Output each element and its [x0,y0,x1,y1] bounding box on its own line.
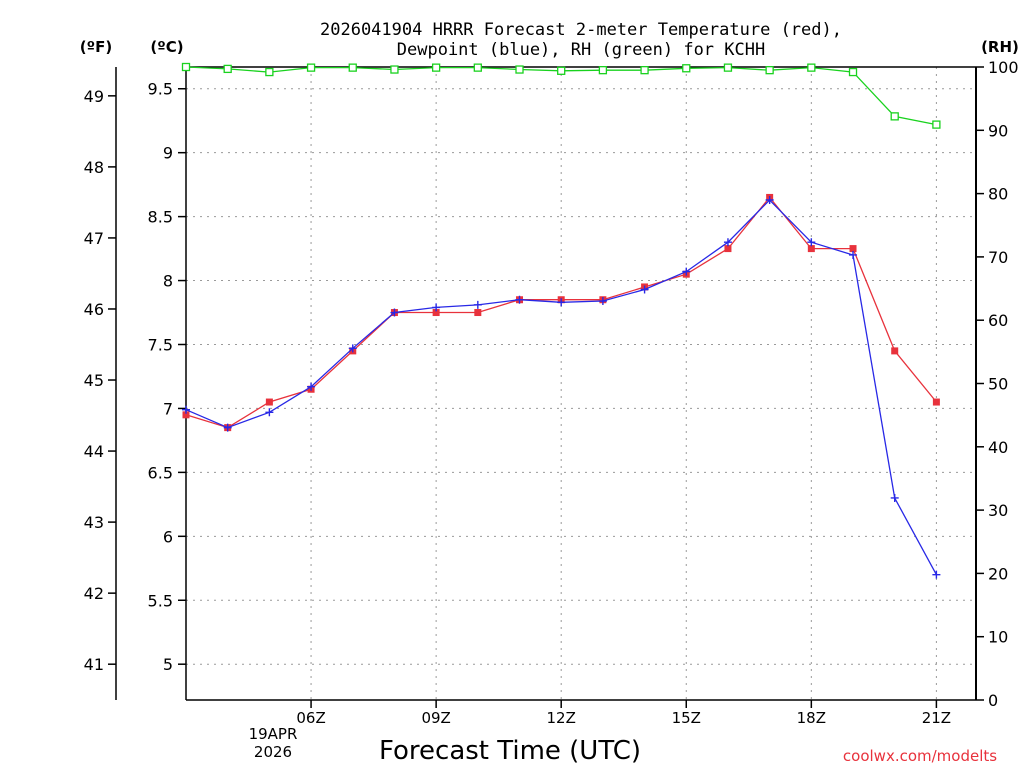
dewpoint-point [265,408,274,417]
x-tick-label: 06Z [296,709,325,727]
dewpoint-point [515,295,524,304]
rh-point [306,63,316,72]
temperature-point [432,309,440,317]
celsius-unit-label: (ºC) [150,38,183,56]
chart-title-line1: 2026041904 HRRR Forecast 2-meter Tempera… [320,20,842,40]
rh-tick-label: 0 [988,691,998,710]
dewpoint-point [307,382,316,391]
temperature-point [807,245,815,253]
fahrenheit-tick-label: 43 [84,513,104,532]
fahrenheit-tick-label: 47 [84,229,104,248]
fahrenheit-tick-label: 49 [84,87,104,106]
temperature-point [932,398,940,406]
rh-point [223,64,232,74]
grid-layer [186,67,976,700]
rh-tick-label: 80 [988,185,1008,204]
credit-text[interactable]: coolwx.com/modelts [843,747,997,765]
series-layer [181,62,941,579]
celsius-tick-label: 9 [163,144,173,163]
dewpoint-point [723,238,732,247]
celsius-tick-label: 8.5 [148,208,173,227]
x-tick-label: 15Z [672,709,701,727]
date-label-line1: 19APR [249,725,298,743]
dewpoint-point [473,300,482,309]
rh-point [598,66,608,75]
rh-tick-label: 30 [988,501,1008,520]
rh-point [890,112,899,121]
rh-unit-label: (RH) [981,38,1019,56]
dewpoint-point [598,297,607,306]
dewpoint-point [182,405,190,414]
x-tick-label: 18Z [797,709,826,727]
temperature-point [724,245,732,253]
rh-point [682,64,691,73]
rh-point [848,67,858,77]
dewpoint-point [807,238,816,247]
rh-tick-label: 20 [988,564,1008,583]
rh-point [807,63,816,72]
rh-tick-label: 50 [988,375,1008,394]
dewpoint-point [765,195,774,204]
x-tick-label: 12Z [547,709,576,727]
celsius-tick-label: 7 [163,399,173,418]
rh-tick-label: 90 [988,121,1008,140]
chart-title-line2: Dewpoint (blue), RH (green) for KCHH [397,40,765,60]
rh-tick-label: 60 [988,311,1008,330]
fahrenheit-tick-label: 45 [84,371,104,390]
rh-point [431,63,441,72]
dewpoint-point [890,493,899,502]
fahrenheit-tick-label: 42 [84,584,104,603]
fahrenheit-tick-label: 46 [84,300,104,319]
rh-point [265,67,274,77]
rh-point [557,66,566,75]
dewpoint-point [849,250,858,259]
rh-point [390,65,399,74]
dewpoint-point [390,308,399,317]
celsius-tick-label: 6 [163,527,173,546]
rh-point [181,62,191,72]
celsius-tick-label: 9.5 [148,80,173,99]
rh-point [932,120,941,129]
temperature-point [849,245,857,253]
celsius-tick-label: 5.5 [148,591,173,610]
dewpoint-point [932,570,941,579]
rh-point [515,65,524,74]
dewpoint-point [682,267,691,276]
rh-point [723,63,733,72]
fahrenheit-tick-label: 41 [84,655,104,674]
celsius-tick-label: 6.5 [148,463,173,482]
date-label-line2: 2026 [254,743,292,761]
dewpoint-point [223,423,232,432]
celsius-tick-label: 8 [163,272,173,291]
celsius-tick-label: 7.5 [148,335,173,354]
fahrenheit-unit-label: (ºF) [80,38,112,56]
fahrenheit-tick-label: 48 [84,158,104,177]
temperature-point [891,347,899,355]
fahrenheit-tick-label: 44 [84,442,104,461]
x-tick-label: 21Z [922,709,951,727]
temperature-point [182,411,190,419]
dewpoint-point [348,344,357,353]
rh-point [348,63,357,72]
celsius-tick-label: 5 [163,655,173,674]
x-tick-label: 09Z [421,709,450,727]
rh-point [473,63,482,72]
dewpoint-point [640,285,649,294]
rh-point [640,66,649,75]
x-axis-title: Forecast Time (UTC) [379,736,641,766]
rh-point [765,66,774,75]
rh-tick-label: 100 [988,58,1019,77]
temperature-point [265,398,273,406]
axis-layer: 5 5.5 6 6.5 7 7.5 8 8.5 9 9.5 41 42 43 44 45 46 47 48 49 0 1… [84,58,1019,727]
rh-tick-label: 10 [988,628,1008,647]
temperature-point [474,309,482,317]
dewpoint-point [557,298,566,307]
dewpoint-point [432,303,441,312]
rh-tick-label: 40 [988,438,1008,457]
rh-tick-label: 70 [988,248,1008,267]
